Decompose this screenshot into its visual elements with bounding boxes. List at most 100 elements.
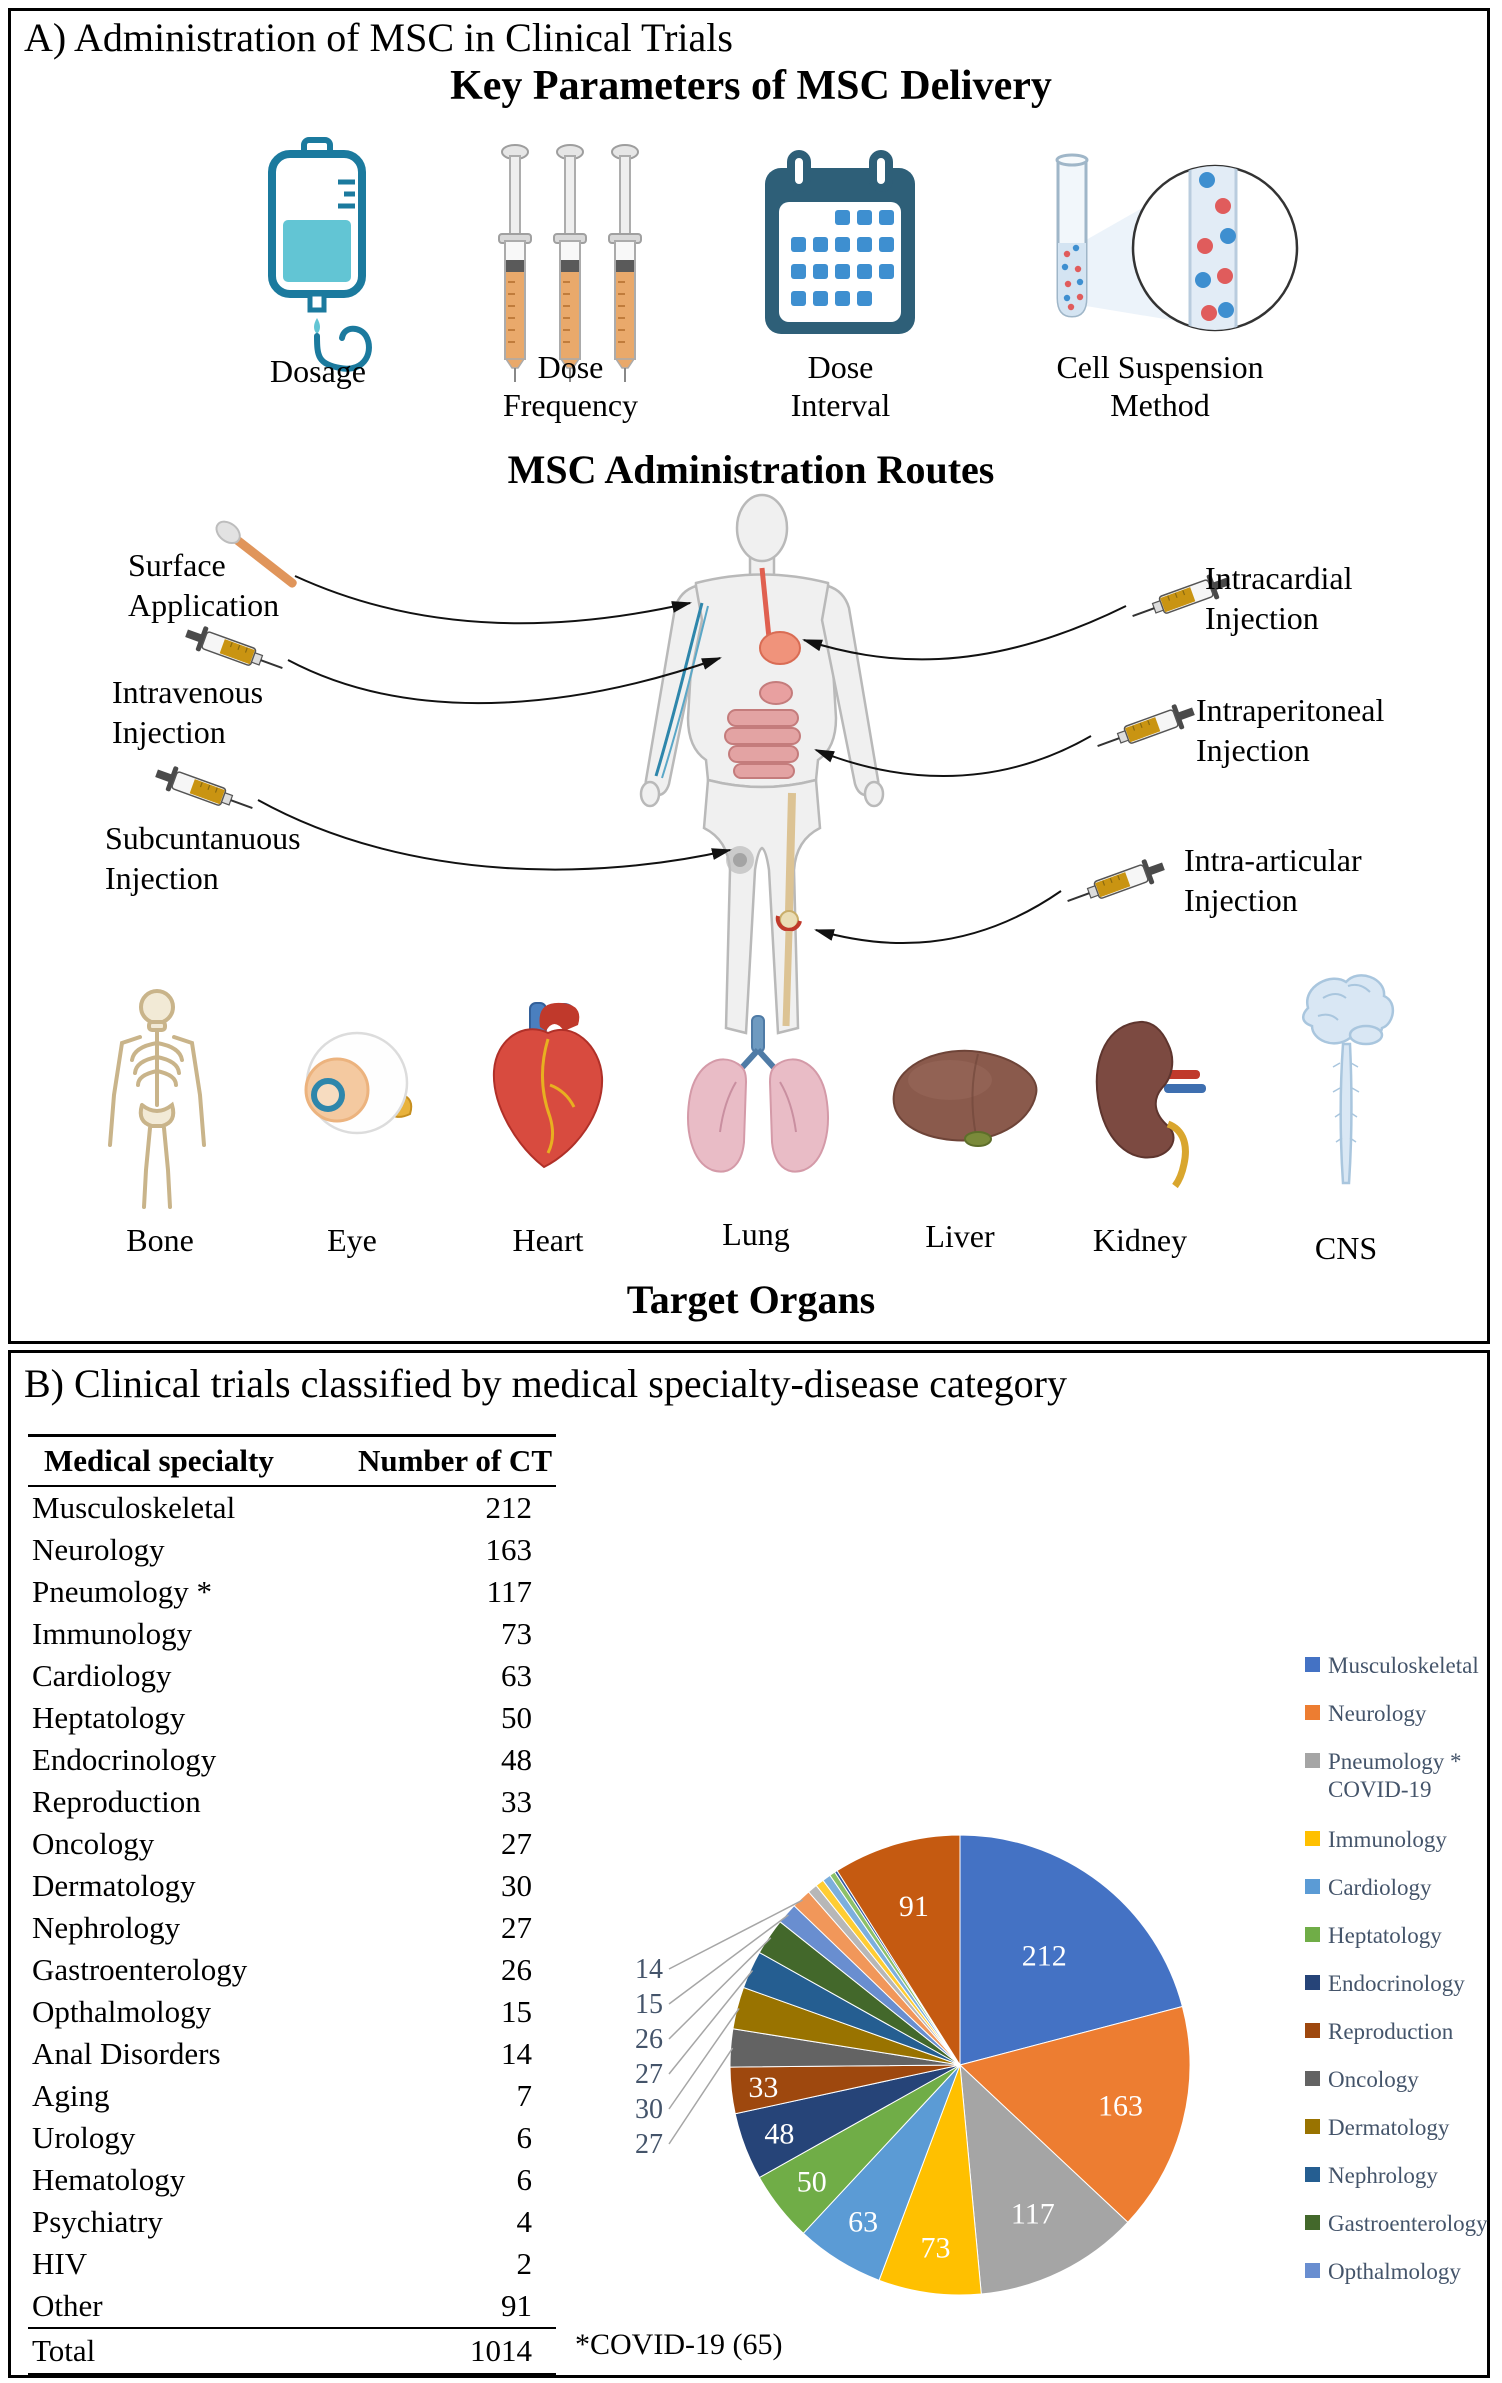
- kidney-icon: [1095, 1020, 1206, 1189]
- pie-value-pneumology-covid-19: 117: [1011, 2198, 1055, 2231]
- legend-label: Reproduction: [1328, 2019, 1454, 2044]
- target-organs-heading: Target Organs: [626, 1277, 876, 1322]
- table-row-pneumology: Pneumology * 117: [28, 1571, 556, 1613]
- legend-item-endocrinology: Endocrinology: [1305, 1970, 1465, 1998]
- legend-label: Endocrinology: [1328, 1971, 1465, 1996]
- legend-item-pneumology: Pneumology * COVID-19: [1305, 1748, 1462, 1804]
- legend-item-dermatology: Dermatology: [1305, 2114, 1449, 2142]
- callout-line-nephrology: [668, 1970, 754, 2075]
- pie-callout-nephrology: 27: [635, 2059, 663, 2090]
- route-label-subcutaneous-injection: Subcuntanuous Injection: [105, 820, 301, 896]
- legend-swatch: [1305, 1657, 1320, 1672]
- cell-specialty: Reproduction: [32, 1784, 201, 1819]
- table-row-hiv: HIV 2: [28, 2243, 556, 2285]
- pie-callout-anal-disorders: 14: [635, 1954, 663, 1985]
- pie-value-reproduction: 33: [748, 2071, 778, 2104]
- pie-value-cardiology: 63: [848, 2205, 878, 2238]
- cell-specialty: Immunology: [32, 1616, 193, 1651]
- callout-line-anal-disorders: [668, 1899, 803, 1970]
- cell-specialty: Gastroenterology: [32, 1952, 248, 1987]
- legend-item-nephrology: Nephrology: [1305, 2162, 1438, 2190]
- param-label-dose-frequency: Dose Frequency: [502, 349, 639, 424]
- cell-count: 33: [501, 1784, 532, 1819]
- legend-swatch: [1305, 1753, 1320, 1768]
- pie-value-musculoskeletal: 212: [1022, 1940, 1067, 1973]
- table-row-aging: Aging 7: [28, 2075, 556, 2117]
- route-label-intra-articular-injection: Intra-articular Injection: [1184, 842, 1362, 918]
- cell-count: 27: [501, 1826, 532, 1861]
- route-label-intracardial-injection: Intracardial Injection: [1205, 560, 1353, 636]
- table-row-total: Total 1014: [28, 2327, 556, 2376]
- human-body-figure: [639, 493, 885, 1035]
- table-row-gastroenterology: Gastroenterology 26: [28, 1949, 556, 1991]
- legend-item-musculoskeletal: Musculoskeletal: [1305, 1652, 1479, 1680]
- cell-count: 15: [501, 1994, 532, 2029]
- table-row-musculoskeletal: Musculoskeletal 212: [28, 1487, 556, 1529]
- table-row-hematology: Hematology 6: [28, 2159, 556, 2201]
- organ-label-eye: Eye: [327, 1222, 377, 1258]
- liver-icon: [892, 1049, 1038, 1147]
- cell-count: 50: [501, 1700, 532, 1735]
- table-row-opthalmology: Opthalmology 15: [28, 1991, 556, 2033]
- cell-count: 7: [516, 2078, 533, 2113]
- pie-slice-other: [836, 1834, 961, 2067]
- param-label-dosage: Dosage: [270, 353, 366, 389]
- legend-label: Neurology: [1328, 1701, 1427, 1726]
- pie-value-immunology: 73: [921, 2231, 951, 2264]
- legend-label: Gastroenterology: [1328, 2211, 1488, 2236]
- syringe-icon-subcutaneous: [151, 760, 258, 822]
- cell-specialty: Musculoskeletal: [32, 1490, 236, 1525]
- organ-label-heart: Heart: [512, 1222, 584, 1258]
- administration-routes-illustration: [151, 493, 1234, 1035]
- panel-a: [8, 8, 1490, 1344]
- calendar-icon: [765, 150, 915, 334]
- cell-count: 27: [501, 1910, 532, 1945]
- pie-slice-neurology: [958, 2005, 1191, 2224]
- organ-label-cns: CNS: [1314, 1230, 1378, 1266]
- legend-swatch: [1305, 2215, 1320, 2230]
- pie-value-other: 91: [899, 1890, 929, 1923]
- cell-specialty: Pneumology *: [32, 1574, 212, 1609]
- table-row-nephrology: Nephrology 27: [28, 1907, 556, 1949]
- cell-specialty: Hematology: [32, 2162, 186, 2197]
- legend-swatch: [1305, 2071, 1320, 2086]
- route-label-intravenous-injection: Intravenous Injection: [112, 674, 264, 750]
- callout-line-oncology: [668, 2047, 734, 2145]
- cell-specialty: Nephrology: [32, 1910, 181, 1945]
- route-label-intraperitoneal-injection: Intraperitoneal Injection: [1196, 692, 1385, 768]
- cell-specialty: Anal Disorders: [32, 2036, 221, 2071]
- table-header-count: Number of CT: [357, 1443, 552, 1478]
- cell-count: 91: [501, 2288, 532, 2323]
- syringe-icon-intra-articular: [1062, 853, 1169, 915]
- covid-footnote: *COVID-19 (65): [575, 2328, 783, 2361]
- specialty-table: Medical specialty Number of CT Musculosk…: [28, 1434, 556, 2376]
- legend-swatch: [1305, 1831, 1320, 1846]
- organ-label-kidney: Kidney: [1092, 1222, 1188, 1258]
- legend-item-heptatology: Heptatology: [1305, 1922, 1442, 1950]
- table-row-psychiatry: Psychiatry 4: [28, 2201, 556, 2243]
- cell-count: 212: [485, 1490, 533, 1525]
- organ-label-bone: Bone: [126, 1222, 194, 1258]
- legend-swatch: [1305, 1927, 1320, 1942]
- table-row-dermatology: Dermatology 30: [28, 1865, 556, 1907]
- table-row-urology: Urology 6: [28, 2117, 556, 2159]
- table-row-reproduction: Reproduction 33: [28, 1781, 556, 1823]
- legend-label: Musculoskeletal: [1328, 1653, 1479, 1678]
- bone-skeleton-icon: [108, 989, 206, 1209]
- legend-label: Nephrology: [1328, 2163, 1438, 2188]
- table-row-neurology: Neurology 163: [28, 1529, 556, 1571]
- cell-count: 117: [486, 1574, 532, 1609]
- legend-item-opthalmology: Opthalmology: [1305, 2258, 1461, 2286]
- cell-count: 163: [485, 1532, 533, 1567]
- cell-count: 4: [516, 2204, 533, 2239]
- table-header-specialty: Medical specialty: [44, 1443, 274, 1478]
- pie-value-neurology: 163: [1098, 2090, 1143, 2123]
- legend-label: Dermatology: [1328, 2115, 1450, 2140]
- cell-specialty: Oncology: [32, 1826, 155, 1861]
- cell-specialty: Aging: [32, 2078, 110, 2113]
- route-label-surface-application: Surface Application: [128, 547, 280, 623]
- callout-line-gastroenterology: [668, 1937, 772, 2040]
- cell-count: 63: [501, 1658, 532, 1693]
- organ-label-liver: Liver: [925, 1218, 995, 1254]
